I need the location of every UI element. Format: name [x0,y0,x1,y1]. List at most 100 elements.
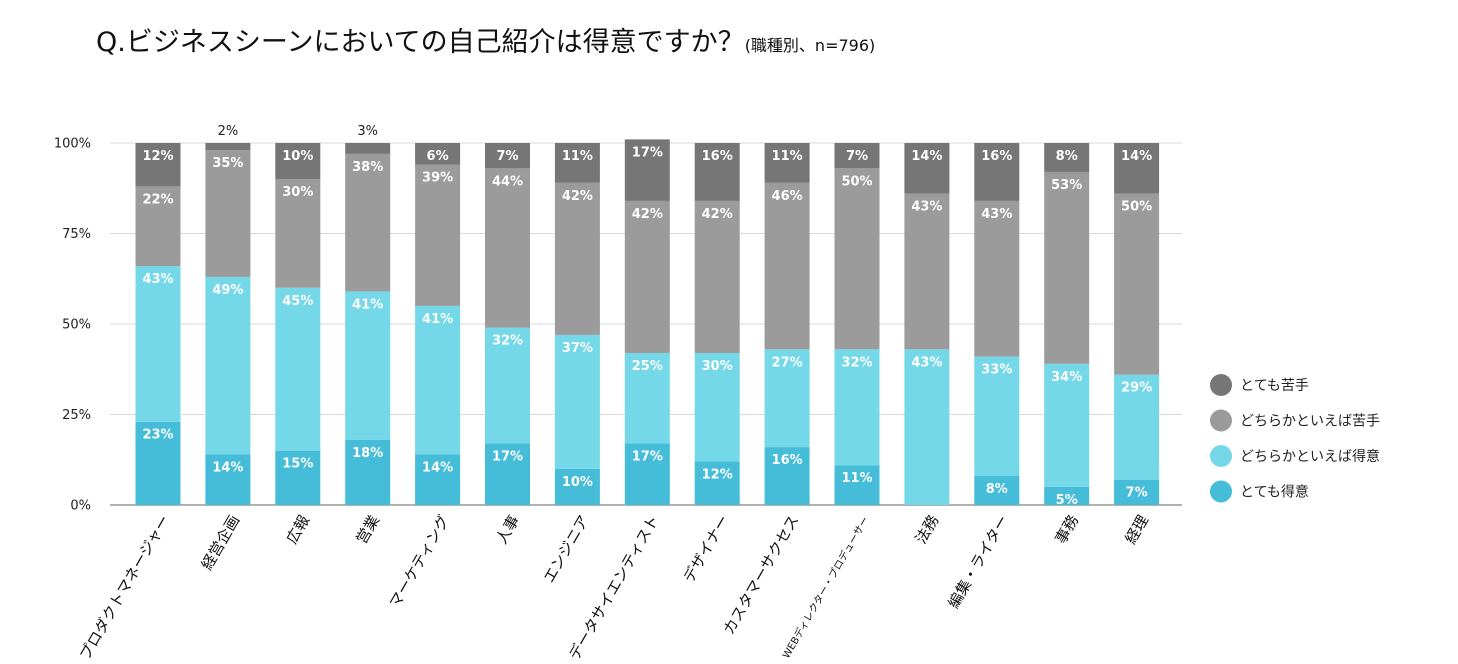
y-tick-label: 100% [54,137,91,152]
data-label: 14% [1121,149,1152,164]
legend-marker [1210,374,1232,396]
data-label: 11% [841,471,872,486]
bar-segment [694,461,740,505]
x-tick-label: 法務 [912,512,943,547]
data-label: 17% [632,145,663,160]
data-label: 35% [212,156,243,171]
data-label: 34% [1051,370,1082,385]
bar-segment [135,143,181,187]
x-tick-label: カスタマーサクセス [720,512,803,638]
data-label: 41% [422,312,453,327]
data-label: 10% [282,149,313,164]
bar-segment [485,168,530,328]
data-label: 8% [986,482,1008,497]
data-label: 7% [496,149,518,164]
data-label: 25% [632,359,663,374]
bar-segment [694,352,740,462]
data-label: 14% [911,149,942,164]
bar-segment [485,443,530,505]
bar-segment [135,266,181,422]
bar-segment [974,200,1020,357]
bar-segment [275,143,321,180]
data-label: 15% [282,457,313,472]
y-tick-label: 50% [62,318,91,333]
bar-segment [694,200,740,353]
data-label: 50% [841,174,872,189]
bar-segment [345,153,391,292]
bar-segment [554,334,600,469]
bar-segment [1044,486,1090,505]
x-tick-label: 営業 [353,512,384,547]
data-label: 14% [422,460,453,475]
data-label: 39% [422,171,453,186]
data-label: 29% [1121,381,1152,396]
data-label: 8% [1056,149,1078,164]
data-label: 11% [562,149,593,164]
data-label: 42% [562,189,593,204]
bar-segment [554,468,600,505]
bar-segment [1114,374,1160,480]
x-tick-label: 広報 [283,512,314,547]
bar-segment [1044,363,1090,487]
data-label: 32% [841,355,872,370]
x-tick-label: エンジニア [540,512,593,586]
bar-segment [764,349,810,448]
bar-segment [415,164,461,306]
data-label: 38% [352,160,383,175]
y-tick-label: 75% [62,227,91,242]
data-label: 23% [142,428,173,443]
data-label: 44% [492,174,523,189]
bar-segment [1114,143,1160,194]
bar-segment [485,327,530,444]
data-label: 10% [562,475,593,490]
bar-segment [974,476,1020,505]
bar-segment [1114,479,1160,505]
bar-segment [1114,193,1160,375]
data-label: 12% [702,468,733,483]
bar-segment [904,349,950,505]
bar-segment [974,143,1020,201]
data-label: 2% [218,124,239,139]
bar-segment [764,182,810,350]
bar-segment [485,143,530,169]
data-label: 16% [772,453,803,468]
legend-label: どちらかといえば得意 [1240,448,1380,465]
data-label: 37% [562,341,593,356]
legend-label: どちらかといえば苦手 [1240,414,1380,430]
chart-title: Q.ビジネスシーンにおいての自己紹介は得意ですか？(職種別、n=796) [96,20,875,59]
x-tick-label: デザイナー [680,512,733,586]
x-tick-label: 事務 [1052,512,1083,547]
legend-label: とても得意 [1240,484,1309,501]
legend-marker [1210,480,1232,503]
data-label: 30% [702,359,733,374]
data-label: 7% [1126,486,1148,501]
data-label: 41% [352,297,383,312]
data-label: 45% [282,294,313,309]
bar-segment [554,182,600,335]
data-label: 27% [772,355,803,370]
data-label: 22% [142,192,173,207]
bar-segment [1044,171,1090,364]
data-label: 46% [772,189,803,204]
chart-title-sub: (職種別、n=796) [744,36,876,55]
data-label: 16% [702,149,733,164]
legend-label: とても苦手 [1240,378,1309,394]
bar-segment [834,168,880,350]
legend-marker [1210,445,1232,467]
bar-segment [415,305,461,455]
data-label: 42% [632,207,663,222]
bar-segment [624,200,670,353]
bar-segment [415,454,461,505]
bar-segment [904,193,950,350]
data-label: 53% [1051,178,1082,193]
data-label: 43% [142,272,173,287]
bar-segment [624,443,670,505]
data-label: 32% [492,334,523,349]
data-label: 49% [212,283,243,298]
x-tick-label: 人事 [492,512,523,547]
data-label: 17% [632,449,663,464]
data-label: 3% [357,124,378,139]
bar-segment [275,287,321,451]
data-label: 30% [282,185,313,200]
